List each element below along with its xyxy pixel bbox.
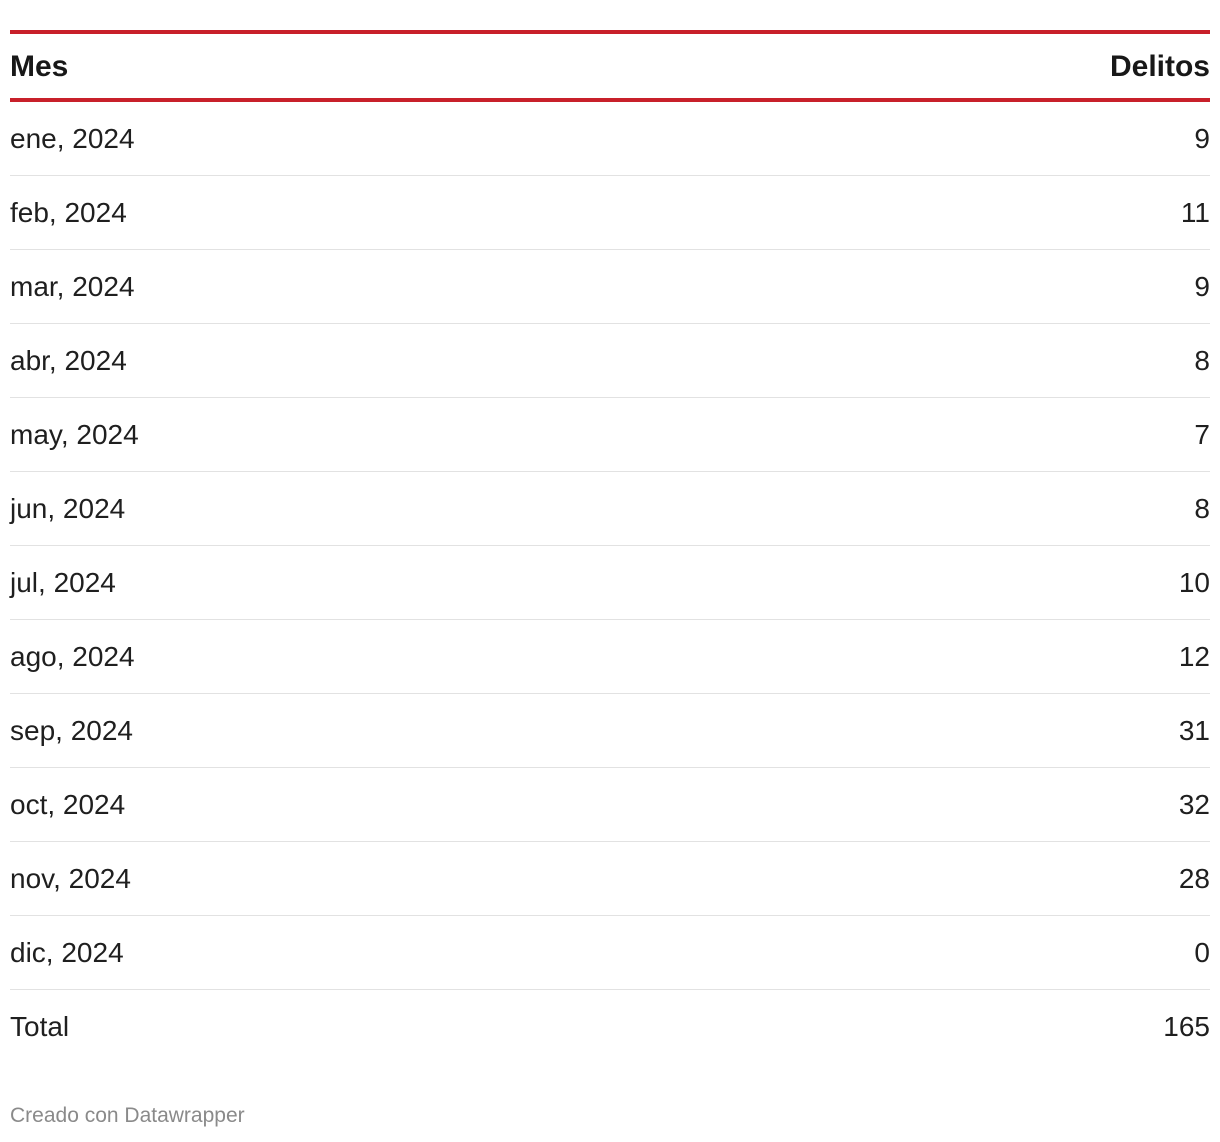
- table-row: jun, 2024 8: [10, 472, 1210, 546]
- row-month: sep, 2024: [10, 714, 133, 746]
- row-value: 10: [1178, 566, 1210, 598]
- total-label: Total: [10, 1011, 70, 1042]
- row-month: ene, 2024: [10, 122, 135, 154]
- table-total-row: Total 165: [10, 990, 1210, 1064]
- row-value: 0: [1194, 936, 1210, 968]
- row-month: jun, 2024: [10, 492, 126, 524]
- row-value: 7: [1194, 418, 1210, 450]
- row-value: 12: [1178, 640, 1210, 672]
- header-crimes: Delitos: [1109, 50, 1210, 83]
- row-value: 32: [1178, 788, 1210, 820]
- row-month: abr, 2024: [10, 344, 127, 376]
- table-row: dic, 2024 0: [10, 916, 1210, 990]
- table-header: Mes Delitos: [10, 34, 1210, 102]
- row-month: nov, 2024: [10, 862, 131, 894]
- table-row: mar, 2024 9: [10, 250, 1210, 324]
- header-month: Mes: [10, 50, 69, 83]
- total-value: 165: [1163, 1011, 1210, 1042]
- row-value: 9: [1194, 122, 1210, 154]
- row-value: 28: [1178, 862, 1210, 894]
- row-month: oct, 2024: [10, 788, 126, 820]
- table-top-rule: [10, 30, 1210, 34]
- row-value: 9: [1194, 270, 1210, 302]
- row-month: mar, 2024: [10, 270, 135, 302]
- row-value: 31: [1178, 714, 1210, 746]
- row-value: 8: [1194, 492, 1210, 524]
- table-row: abr, 2024 8: [10, 324, 1210, 398]
- footer-credit: Creado con Datawrapper: [10, 1104, 245, 1127]
- table-row: feb, 2024 11: [10, 176, 1210, 250]
- row-month: ago, 2024: [10, 640, 135, 672]
- row-value: 11: [1180, 196, 1210, 228]
- table-row: sep, 2024 31: [10, 694, 1210, 768]
- table-body: ene, 2024 9 feb, 2024 11 mar, 2024 9 abr, 2024…: [10, 102, 1210, 1064]
- row-month: feb, 2024: [10, 196, 127, 228]
- table-row: oct, 2024 32: [10, 768, 1210, 842]
- table-row: may, 2024 7: [10, 398, 1210, 472]
- row-month: dic, 2024: [10, 936, 124, 968]
- row-month: jul, 2024: [10, 566, 116, 598]
- row-value: 8: [1194, 344, 1210, 376]
- table-row: nov, 2024 28: [10, 842, 1210, 916]
- row-month: may, 2024: [10, 418, 139, 450]
- table-row: ene, 2024 9: [10, 102, 1210, 176]
- table-row: ago, 2024 12: [10, 620, 1210, 694]
- table-row: jul, 2024 10: [10, 546, 1210, 620]
- data-table: Mes Delitos ene, 2024 9 feb, 2024 11 mar, 20…: [10, 30, 1210, 1064]
